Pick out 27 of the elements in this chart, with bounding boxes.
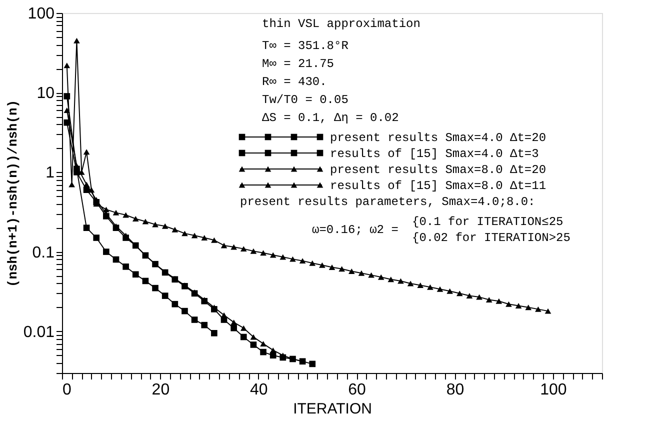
y-tick-label: 100 [28,6,55,22]
annotation: ΔS = 0.1, Δη = 0.02 [262,111,399,125]
annotation: Tw/T0 = 0.05 [262,93,348,107]
y-tick-label: 0.01 [23,324,55,341]
legend-label: results of [15] Smax=4.0 Δt=3 [330,147,539,161]
annotation: {0.1 for ITERATION≤25 [412,215,564,229]
annotation: {0.02 for ITERATION>25 [412,231,570,245]
y-tick-label: 1 [46,164,55,182]
x-axis-title: ITERATION [293,400,372,418]
x-tick-label: 60 [348,382,366,398]
x-tick-label: 40 [250,382,268,398]
x-tick-label: 100 [540,382,567,398]
legend-label: results of [15] Smax=8.0 Δt=11 [330,179,546,193]
annotation: M∞ = 21.75 [262,57,334,71]
x-tick-label: 80 [446,382,464,398]
annotation: present results parameters, Smax=4.0;8.0: [240,195,536,209]
legend-label: present results Smax=8.0 Δt=20 [330,163,546,177]
annotation: R∞ = 430. [262,75,327,89]
x-tick-label: 20 [152,382,170,398]
y-axis-title: (nsh(n+1)-nsh(n))/nsh(n) [5,100,20,288]
legend-label: present results Smax=4.0 Δt=20 [330,131,546,145]
annotation: ω=0.16; ω2 = [312,223,398,237]
annotation: T∞ = 351.8°R [262,39,348,53]
y-tick-label: 0.1 [32,244,55,262]
x-tick-label: 0 [62,382,72,398]
annotation: thin VSL approximation [262,17,420,31]
y-tick-label: 10 [36,85,55,102]
